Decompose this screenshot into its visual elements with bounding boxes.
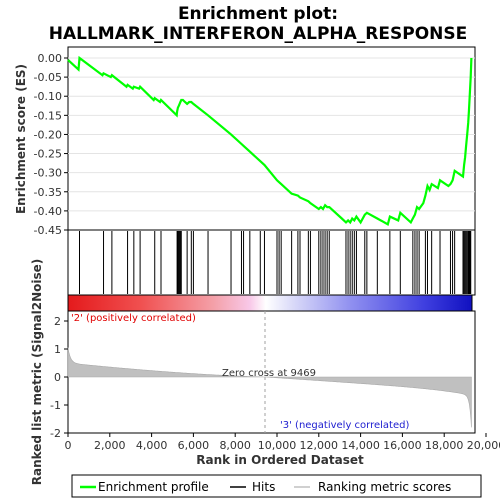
x-tick-label: 2,000 [94,439,126,452]
x-tick-label: 6,000 [178,439,210,452]
legend-label-metric: Ranking metric scores [318,480,451,494]
enrichment-profile-line [67,55,473,226]
ranking-metric-area [67,347,472,428]
rank-color-bar [67,294,473,312]
x-tick-label: 8,000 [219,439,251,452]
legend-label-hits: Hits [252,480,275,494]
es-tick-label: 0.00 [38,52,63,65]
es-tick-label: -0.30 [34,167,62,180]
legend-box [71,474,482,498]
chart-title-line1: Enrichment plot: [178,4,338,24]
x-tick-label: 10,000 [258,439,297,452]
x-axis-label: Rank in Ordered Dataset [196,453,364,467]
es-tick-label: -0.10 [34,90,62,103]
es-tick-label: -0.20 [34,128,62,141]
es-axis-label: Enrichment score (ES) [14,64,28,214]
es-tick-label: -0.45 [34,224,62,237]
negative-correlation-label: '3' (negatively correlated) [280,420,409,431]
es-tick-label: -0.05 [34,71,62,84]
positive-correlation-label: '2' (positively correlated) [71,313,196,324]
x-tick-label: 14,000 [341,439,380,452]
x-tick-label: 20,000 [467,439,500,452]
metric-axis-label: Ranked list metric (Signal2Noise) [30,259,44,486]
metric-tick-label: -1 [50,399,61,412]
es-tick-label: -0.35 [34,186,62,199]
es-panel-frame [67,46,476,231]
metric-tick-label: 0 [54,371,61,384]
metric-tick-label: -2 [50,427,61,440]
es-tick-label: -0.40 [34,205,62,218]
x-tick-label: 18,000 [425,439,464,452]
x-tick-label: 4,000 [136,439,168,452]
metric-tick-label: 1 [54,343,61,356]
x-tick-label: 0 [65,439,72,452]
hits-panel-frame [67,229,476,296]
zero-cross-label: Zero cross at 9469 [222,368,316,379]
es-tick-label: -0.25 [34,148,62,161]
legend-label-profile: Enrichment profile [98,480,209,494]
chart-title-line2: HALLMARK_INTERFERON_ALPHA_RESPONSE [49,24,468,44]
metric-tick-label: 2 [54,315,61,328]
x-tick-label: 16,000 [383,439,422,452]
es-tick-label: -0.15 [34,109,62,122]
x-tick-label: 12,000 [300,439,339,452]
